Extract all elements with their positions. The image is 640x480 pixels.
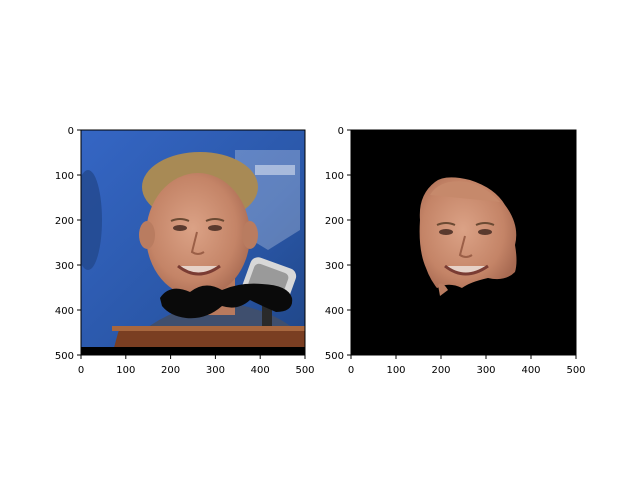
left-axes-frame	[80, 129, 306, 356]
right-y-tick-label: 100	[325, 171, 344, 182]
left-y-tick-label: 200	[55, 216, 74, 227]
right-x-tick-label: 400	[521, 365, 540, 376]
left-x-tick-label: 200	[161, 365, 180, 376]
left-image-panel: 0 100 200 300 400 500 0 100 200 300 400 500	[55, 126, 315, 376]
left-x-tick-label: 100	[116, 365, 135, 376]
right-axes-frame	[350, 129, 577, 356]
right-x-tick-label: 200	[431, 365, 450, 376]
right-x-tick-label: 500	[566, 365, 585, 376]
left-x-tick-label: 300	[206, 365, 225, 376]
right-axis-ticks: 0 100 200 300 400 500 0 100 200 300 400 500	[325, 126, 586, 376]
left-y-tick-label: 400	[55, 306, 74, 317]
left-y-tick-label: 100	[55, 171, 74, 182]
right-x-tick-label: 100	[386, 365, 405, 376]
right-photo	[351, 130, 576, 355]
left-y-tick-label: 300	[55, 261, 74, 272]
left-y-tick-label: 500	[55, 351, 74, 362]
right-y-tick-label: 300	[325, 261, 344, 272]
left-y-tick-label: 0	[68, 126, 74, 137]
left-photo	[81, 130, 305, 355]
left-x-tick-label: 500	[295, 365, 314, 376]
right-y-tick-label: 200	[325, 216, 344, 227]
right-y-tick-label: 0	[338, 126, 344, 137]
right-image-panel: 0 100 200 300 400 500 0 100 200 300 400 500	[325, 126, 586, 376]
right-y-tick-label: 400	[325, 306, 344, 317]
right-x-tick-label: 0	[348, 365, 354, 376]
left-axis-ticks: 0 100 200 300 400 500 0 100 200 300 400 500	[55, 126, 315, 376]
left-x-tick-label: 400	[251, 365, 270, 376]
right-y-tick-label: 500	[325, 351, 344, 362]
left-x-tick-label: 0	[78, 365, 84, 376]
right-x-tick-label: 300	[476, 365, 495, 376]
